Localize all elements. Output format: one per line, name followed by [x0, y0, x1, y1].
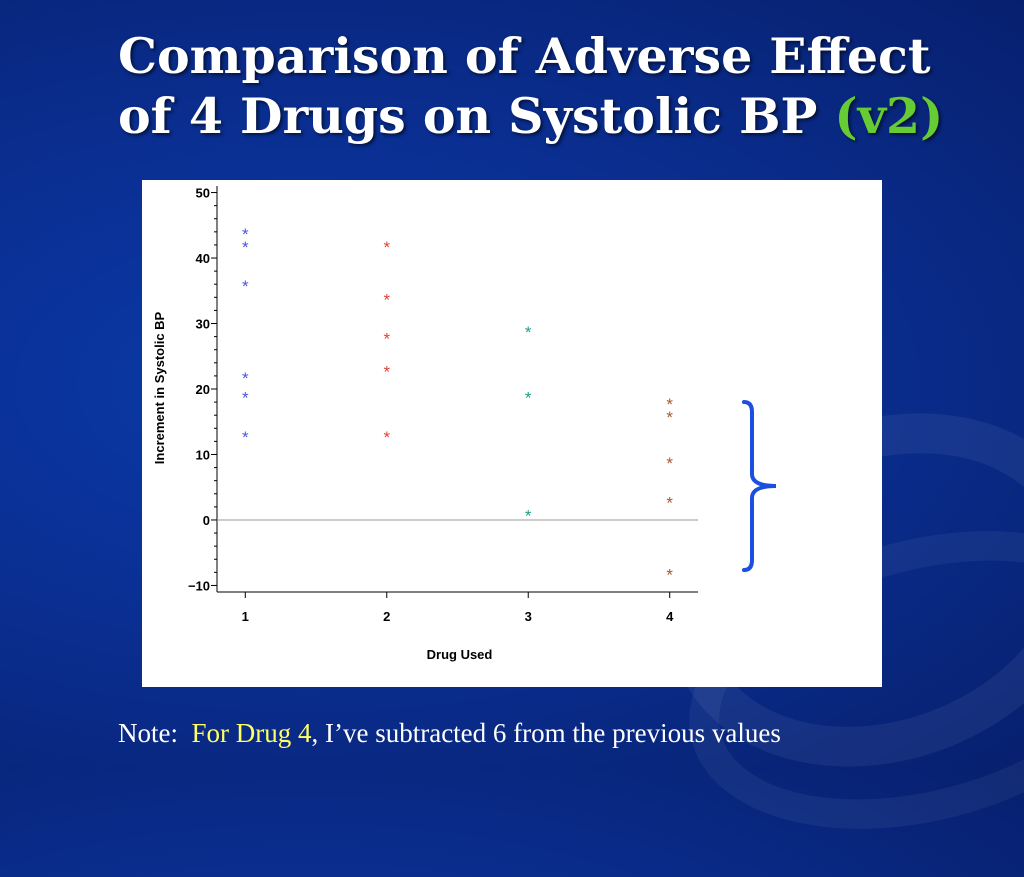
y-tick-label: 30	[196, 317, 210, 332]
note: Note: For Drug 4, I’ve subtracted 6 from…	[118, 718, 781, 749]
data-point: *	[383, 330, 390, 349]
title-line-1: Comparison of Adverse Effect	[118, 27, 931, 85]
data-point: *	[383, 290, 390, 309]
data-point: *	[666, 565, 673, 584]
note-highlight: For Drug 4	[191, 718, 312, 748]
data-point: *	[383, 362, 390, 381]
x-tick-label: 1	[242, 609, 249, 624]
data-point: *	[242, 389, 249, 408]
y-tick-label: 50	[196, 186, 210, 201]
x-tick-label: 3	[525, 609, 532, 624]
y-tick-label: −10	[188, 578, 210, 593]
data-point: *	[242, 238, 249, 257]
data-point: *	[525, 323, 532, 342]
slide-title: Comparison of Adverse Effect of 4 Drugs …	[118, 26, 978, 146]
data-point: *	[666, 395, 673, 414]
x-tick-label: 4	[666, 609, 674, 624]
data-point: *	[242, 225, 249, 244]
scatter-chart: 50 40 30 20 10 0 −10 1 2 3 4 Drug Used Increment in …	[152, 186, 698, 662]
title-version: (v2)	[834, 87, 944, 145]
data-point: *	[242, 428, 249, 447]
right-brace	[742, 400, 777, 572]
y-axis-label: Increment in Systolic BP	[152, 311, 167, 464]
x-tick-label: 2	[383, 609, 390, 624]
brace-path	[742, 400, 777, 572]
y-tick-label: 20	[196, 382, 210, 397]
x-axis-label: Drug Used	[427, 647, 493, 662]
data-point: *	[525, 506, 532, 525]
y-tick-label: 0	[203, 513, 210, 528]
data-point: *	[242, 369, 249, 388]
data-point: *	[525, 389, 532, 408]
y-tick-label: 10	[196, 447, 210, 462]
data-point: *	[666, 493, 673, 512]
data-point: *	[242, 277, 249, 296]
y-tick-label: 40	[196, 251, 210, 266]
data-point: *	[666, 454, 673, 473]
note-rest: , I’ve subtracted 6 from the previous va…	[311, 718, 781, 748]
data-point: *	[666, 408, 673, 427]
chart-panel: 50 40 30 20 10 0 −10 1 2 3 4 Drug Used Increment in …	[142, 180, 882, 687]
note-prefix: Note:	[118, 718, 178, 748]
title-line-2-text: of 4 Drugs on Systolic BP	[118, 87, 818, 145]
title-line-2: of 4 Drugs on Systolic BP (v2)	[118, 86, 978, 146]
data-point: *	[383, 428, 390, 447]
data-point: *	[383, 238, 390, 257]
